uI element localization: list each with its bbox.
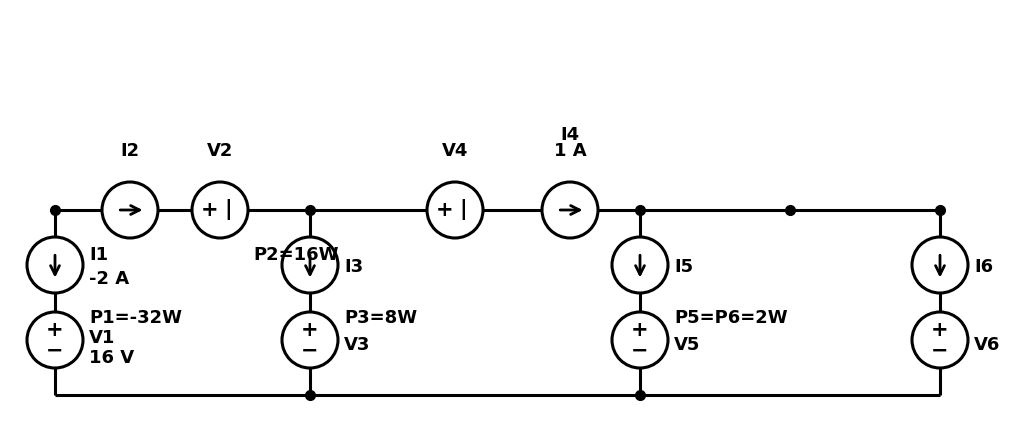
Text: -2 A: -2 A xyxy=(89,270,129,288)
Text: +: + xyxy=(201,200,218,220)
Text: P1=-32W: P1=-32W xyxy=(89,309,182,327)
Text: I1: I1 xyxy=(89,246,109,264)
Circle shape xyxy=(27,312,83,368)
Text: V3: V3 xyxy=(344,336,371,354)
Text: +: + xyxy=(46,320,63,340)
Text: 1 A: 1 A xyxy=(554,142,587,160)
Text: P5=P6=2W: P5=P6=2W xyxy=(674,309,787,327)
Circle shape xyxy=(102,182,158,238)
Circle shape xyxy=(193,182,248,238)
Text: I6: I6 xyxy=(974,258,993,276)
Text: I3: I3 xyxy=(344,258,364,276)
Text: |: | xyxy=(460,200,467,221)
Circle shape xyxy=(612,312,668,368)
Text: I4: I4 xyxy=(560,126,580,144)
Text: V4: V4 xyxy=(441,142,468,160)
Text: P3=8W: P3=8W xyxy=(344,309,417,327)
Circle shape xyxy=(912,312,968,368)
Circle shape xyxy=(282,237,338,293)
Circle shape xyxy=(27,237,83,293)
Text: +: + xyxy=(301,320,318,340)
Text: V2: V2 xyxy=(207,142,233,160)
Text: |: | xyxy=(224,200,232,221)
Circle shape xyxy=(542,182,598,238)
Text: V1: V1 xyxy=(89,329,116,347)
Circle shape xyxy=(427,182,483,238)
Text: V5: V5 xyxy=(674,336,700,354)
Text: +: + xyxy=(931,320,949,340)
Circle shape xyxy=(612,237,668,293)
Text: I2: I2 xyxy=(121,142,139,160)
Text: I5: I5 xyxy=(674,258,693,276)
Text: P2=16W: P2=16W xyxy=(253,246,339,264)
Text: −: − xyxy=(301,341,318,361)
Text: −: − xyxy=(931,341,949,361)
Circle shape xyxy=(282,312,338,368)
Text: +: + xyxy=(435,200,454,220)
Text: V6: V6 xyxy=(974,336,1000,354)
Text: 16 V: 16 V xyxy=(89,349,134,367)
Text: −: − xyxy=(631,341,649,361)
Text: −: − xyxy=(46,341,63,361)
Text: +: + xyxy=(631,320,649,340)
Circle shape xyxy=(912,237,968,293)
